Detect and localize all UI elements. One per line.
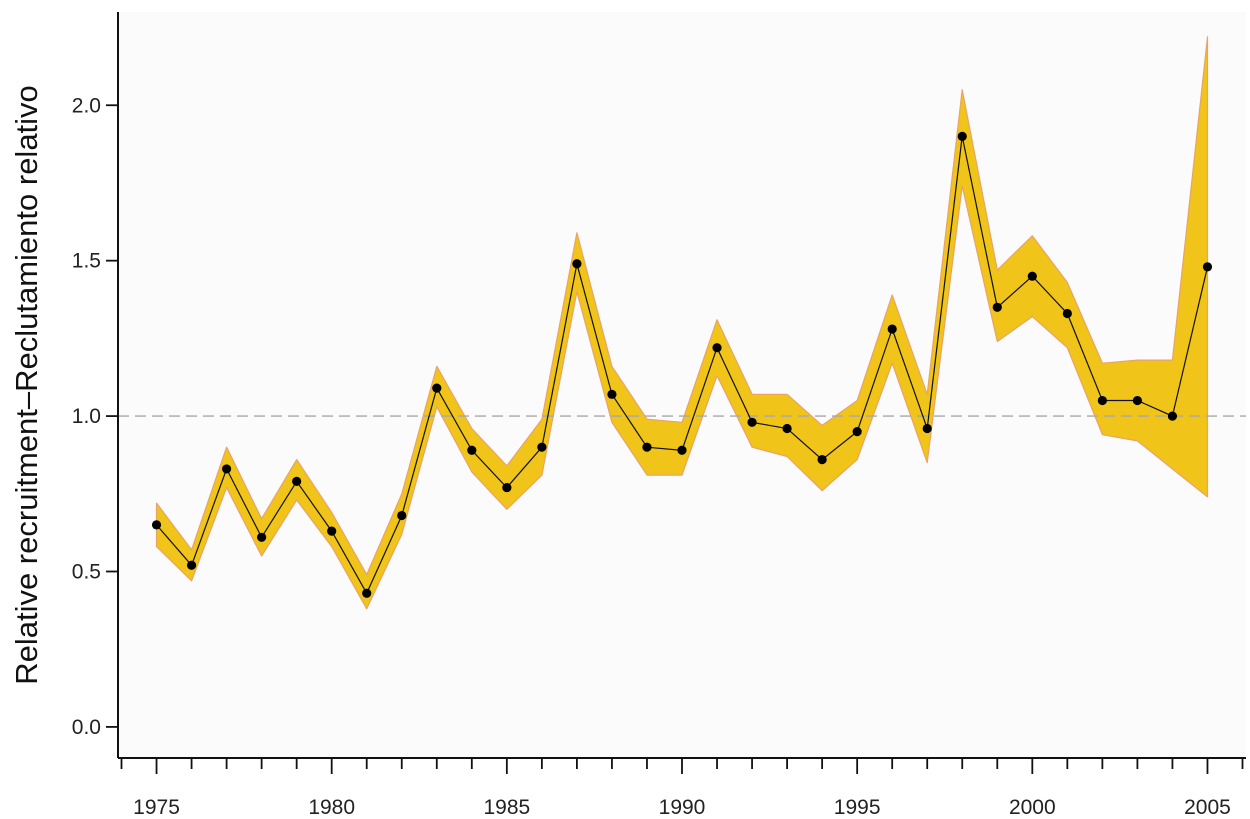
data-point-1990 — [677, 445, 687, 455]
data-point-1983 — [432, 383, 442, 393]
plot-background — [118, 12, 1246, 758]
data-point-1986 — [537, 442, 547, 452]
x-tick-label-1980: 1980 — [308, 796, 355, 819]
data-point-1997 — [922, 423, 932, 434]
confidence-band — [155, 36, 1209, 610]
data-point-2005 — [1202, 262, 1213, 272]
y-tick-label-0.5: 0.5 — [72, 561, 101, 584]
data-point-1981 — [362, 588, 372, 598]
x-tick-label-1995: 1995 — [834, 796, 881, 819]
data-point-1989 — [642, 442, 652, 452]
y-tick-label-1: 1.0 — [72, 405, 101, 428]
data-point-1985 — [502, 482, 512, 493]
data-point-1976 — [186, 560, 197, 570]
data-point-2002 — [1097, 395, 1107, 406]
data-point-1980 — [327, 526, 337, 536]
data-point-1984 — [467, 445, 477, 455]
data-point-2004 — [1167, 411, 1178, 421]
data-point-1992 — [747, 417, 757, 427]
data-point-1998 — [957, 131, 967, 141]
y-axis-ticks: 0.0 0.5 1.0 1.5 2.0 — [72, 94, 118, 739]
data-point-1978 — [257, 532, 267, 542]
x-axis-ticks: 1975 1980 1985 1990 1995 2000 2005 — [120, 758, 1244, 819]
x-tick-label-1985: 1985 — [483, 796, 530, 819]
data-point-1982 — [397, 510, 407, 521]
data-point-1987 — [572, 259, 582, 269]
confidence-band-layer — [155, 36, 1209, 610]
data-point-1979 — [292, 476, 302, 486]
data-point-2003 — [1132, 395, 1143, 406]
y-axis-title: Relative recruitment–Reclutamiento relat… — [9, 85, 44, 685]
y-tick-label-1.5: 1.5 — [72, 250, 101, 273]
data-point-1975 — [151, 520, 162, 530]
x-tick-label-2005: 2005 — [1184, 796, 1231, 819]
y-tick-label-0: 0.0 — [72, 716, 101, 739]
data-point-1996 — [887, 324, 897, 334]
data-point-1991 — [712, 343, 722, 353]
data-points-layer — [151, 131, 1213, 598]
data-point-1988 — [607, 389, 617, 399]
data-point-2001 — [1062, 308, 1072, 319]
data-point-1999 — [992, 302, 1002, 312]
x-tick-label-2000: 2000 — [1009, 796, 1056, 819]
x-tick-label-1990: 1990 — [659, 796, 706, 819]
data-point-1995 — [852, 427, 862, 437]
data-point-1993 — [782, 423, 792, 434]
data-point-1977 — [221, 464, 232, 474]
data-point-1994 — [817, 455, 827, 465]
data-point-2000 — [1027, 271, 1037, 281]
x-tick-label-1975: 1975 — [133, 796, 180, 819]
y-tick-label-2: 2.0 — [72, 94, 101, 117]
